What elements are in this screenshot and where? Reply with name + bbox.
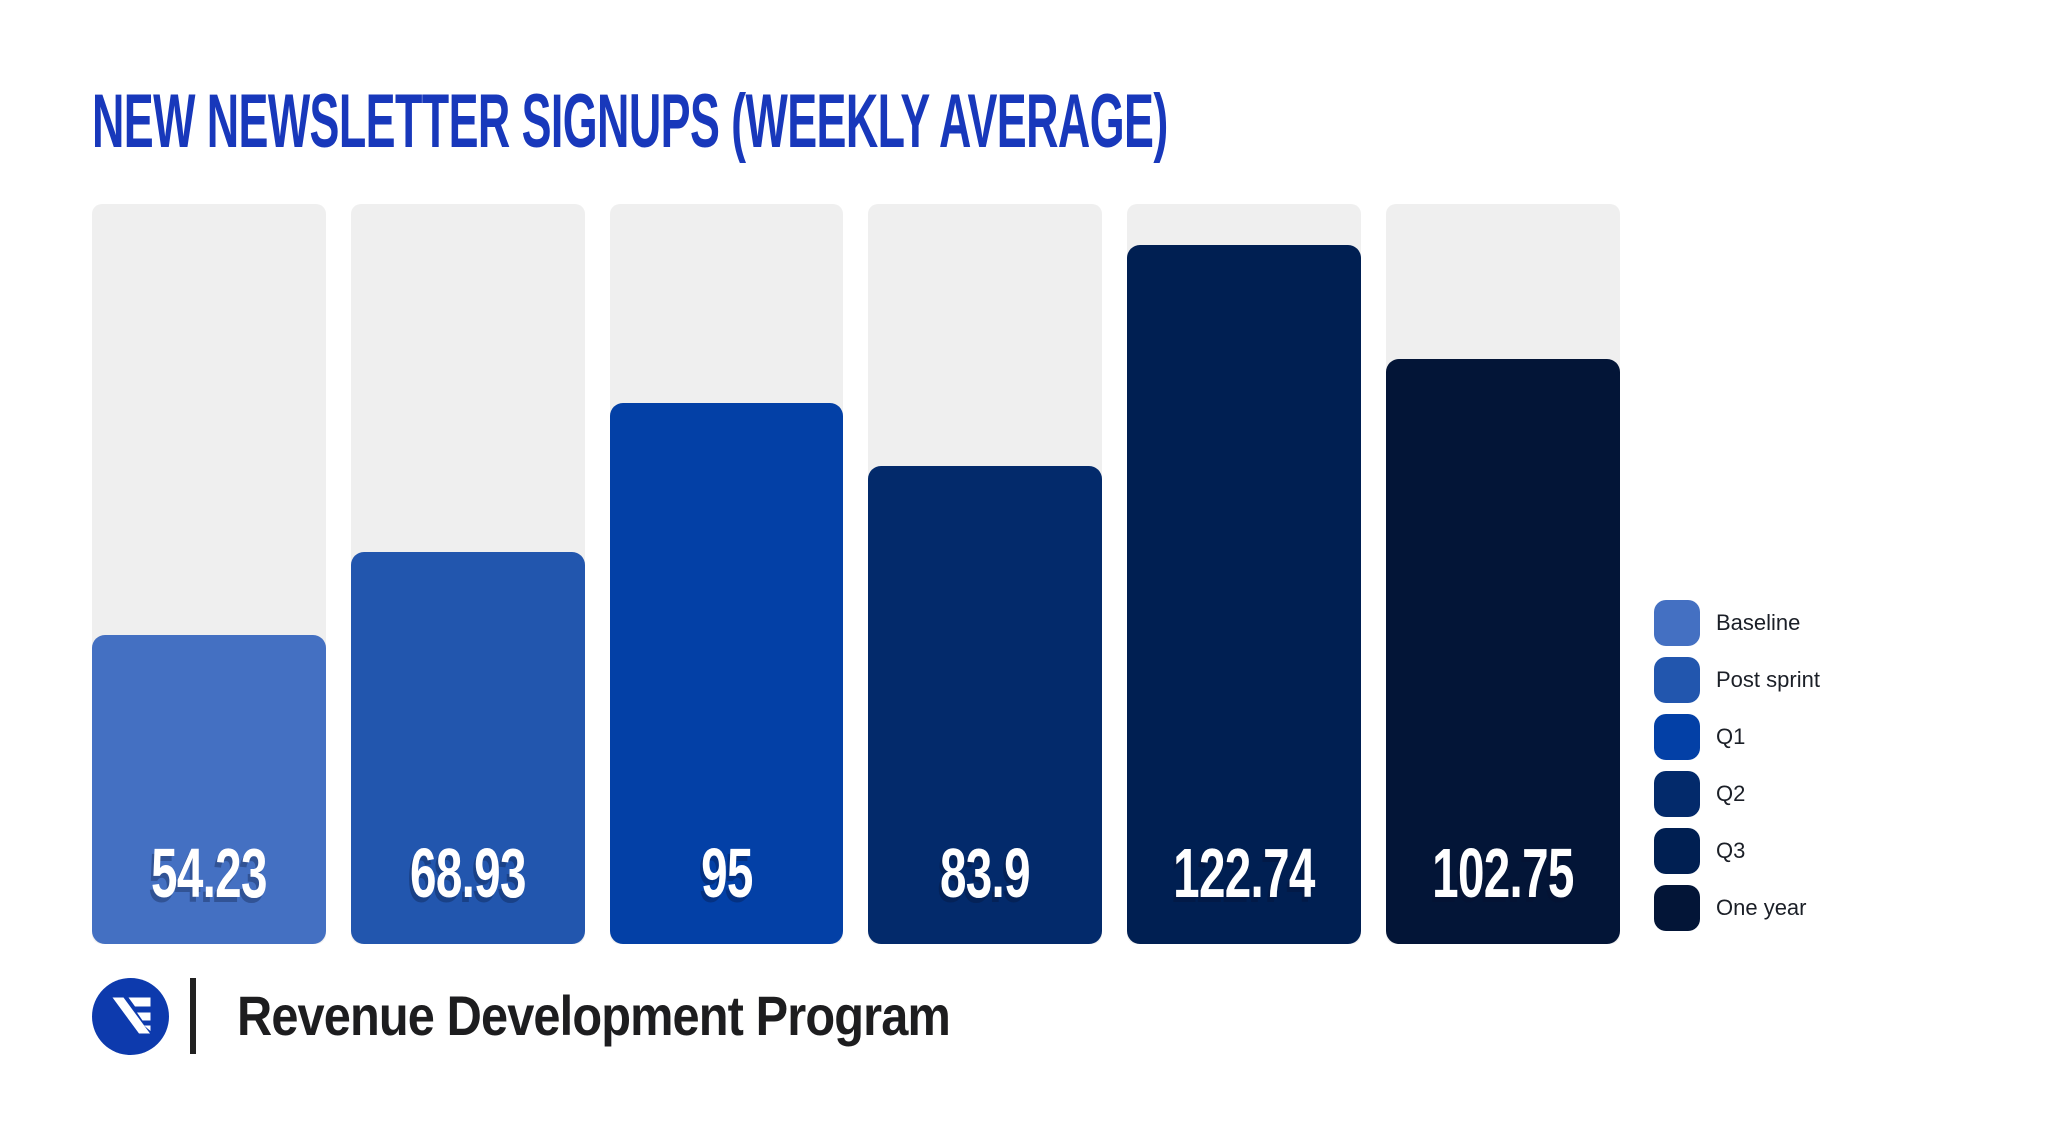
legend-swatch-icon [1654,885,1700,931]
bar-q3: 122.74 [1127,245,1362,944]
legend-item-one-year: One year [1654,885,1820,931]
chart-column-track: 68.93 [350,204,585,944]
bar-q1: 95 [609,403,844,944]
legend-item-post-sprint: Post sprint [1654,657,1820,703]
legend-item-q1: Q1 [1654,714,1820,760]
newsletter-n-logo-icon [92,977,169,1055]
chart-column-track: 95 [609,204,844,944]
chart-column-track: 54.23 [92,204,326,944]
bar-q2: 83.9 [868,466,1103,944]
footer-brand-text: Revenue Development Program [237,984,951,1047]
legend-swatch-icon [1654,771,1700,817]
chart-column-track: 83.9 [868,204,1103,944]
footer-brand-row: Revenue Development Program [92,977,1056,1055]
bar-value-label: 102.75 [1432,834,1574,912]
legend-item-baseline: Baseline [1654,600,1820,646]
bar-value-label: 122.74 [1173,834,1315,912]
legend-swatch-icon [1654,657,1700,703]
chart-legend: Baseline Post sprint Q1 Q2 Q3 One year [1654,600,1820,931]
chart-column-track: 122.74 [1127,204,1362,944]
legend-item-q3: Q3 [1654,828,1820,874]
legend-label: One year [1716,895,1807,920]
legend-swatch-icon [1654,600,1700,646]
legend-label: Q1 [1716,724,1746,749]
legend-label: Q2 [1716,781,1746,806]
bar-value-label: 54.23 [151,834,267,912]
legend-swatch-icon [1654,828,1700,874]
chart-title: NEW NEWSLETTER SIGNUPS (WEEKLY AVERAGE) [92,79,1168,164]
bar-post-sprint: 68.93 [350,551,585,944]
legend-label: Q3 [1716,838,1746,863]
bar-value-label: 83.9 [940,834,1031,912]
footer-divider [190,978,196,1054]
legend-label: Baseline [1716,610,1801,635]
bar-baseline: 54.23 [92,635,326,944]
bar-value-label: 95 [700,834,753,912]
bar-one-year: 102.75 [1386,359,1620,944]
legend-label: Post sprint [1716,667,1820,692]
bar-value-label: 68.93 [409,834,526,912]
bar-chart: 54.23 68.93 95 83.9 122.74 102.75 [92,204,1620,944]
legend-item-q2: Q2 [1654,771,1820,817]
legend-swatch-icon [1654,714,1700,760]
chart-column-track: 102.75 [1386,204,1620,944]
